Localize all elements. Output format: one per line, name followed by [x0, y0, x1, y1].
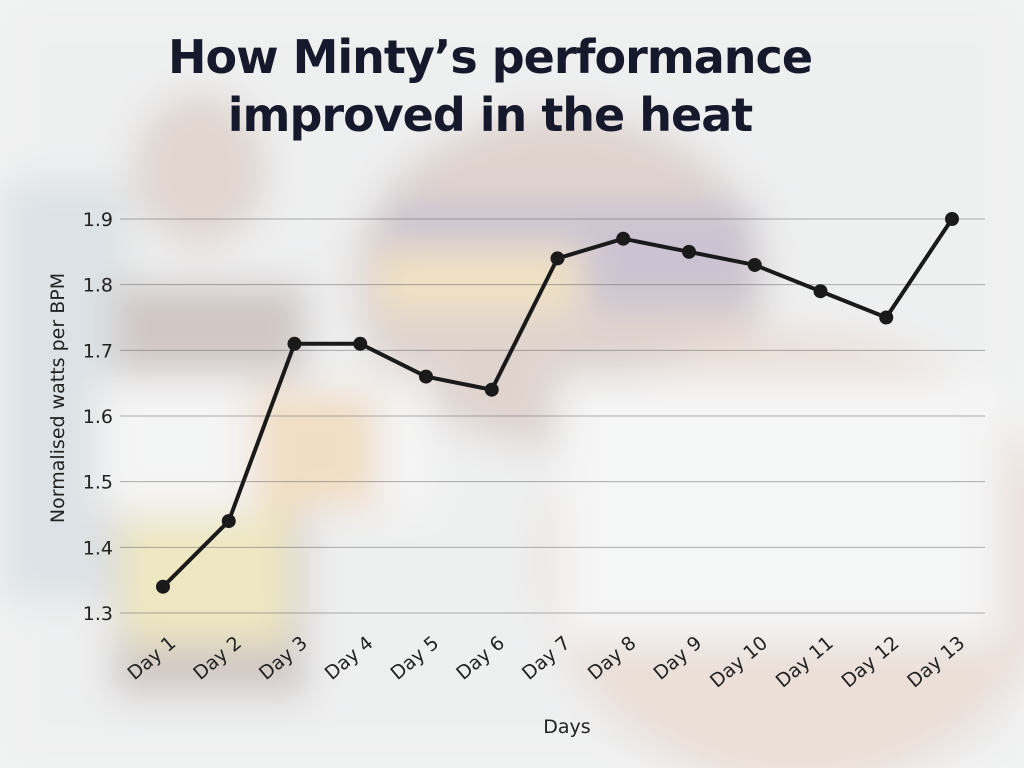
data-point	[616, 231, 631, 246]
y-tick-label: 1.5	[83, 472, 113, 494]
data-point	[945, 212, 959, 226]
data-point	[419, 369, 433, 384]
y-tick-label: 1.9	[83, 209, 113, 231]
data-line	[161, 217, 954, 589]
y-tick-label: 1.4	[83, 537, 113, 559]
chart-title: How Minty’s performance improved in the …	[167, 30, 813, 143]
data-point	[813, 284, 828, 299]
data-point	[550, 251, 565, 266]
x-tick-label: Day 13	[903, 632, 969, 692]
y-tick-label: 1.7	[83, 340, 113, 362]
x-tick-label: Day 10	[706, 632, 772, 692]
x-tick-label: Day 6	[452, 632, 509, 685]
x-tick-label: Day 7	[518, 632, 575, 685]
x-tick-label: Day 12	[837, 632, 903, 692]
y-tick-label: 1.3	[83, 603, 113, 625]
data-point	[484, 382, 499, 397]
x-tick-label: Day 1	[123, 632, 180, 685]
x-tick-label: Day 2	[189, 632, 246, 685]
x-axis-label: Days	[543, 716, 590, 738]
data-point	[156, 579, 170, 594]
x-tick-label: Day 9	[649, 632, 706, 685]
data-point	[353, 336, 368, 351]
y-tick-label: 1.6	[83, 406, 113, 428]
x-tick-label: Day 3	[255, 632, 312, 685]
x-tick-label: Day 8	[584, 632, 641, 685]
data-point	[221, 514, 236, 529]
y-axis-label: Normalised watts per BPM	[47, 273, 69, 523]
y-tick-label: 1.8	[83, 275, 113, 297]
data-point	[747, 257, 762, 272]
x-tick-label: Day 5	[386, 632, 443, 685]
data-point	[682, 244, 696, 259]
x-tick-label: Day 4	[321, 632, 378, 685]
data-point	[879, 310, 894, 325]
x-tick-label: Day 11	[772, 632, 838, 692]
data-point	[287, 336, 302, 351]
